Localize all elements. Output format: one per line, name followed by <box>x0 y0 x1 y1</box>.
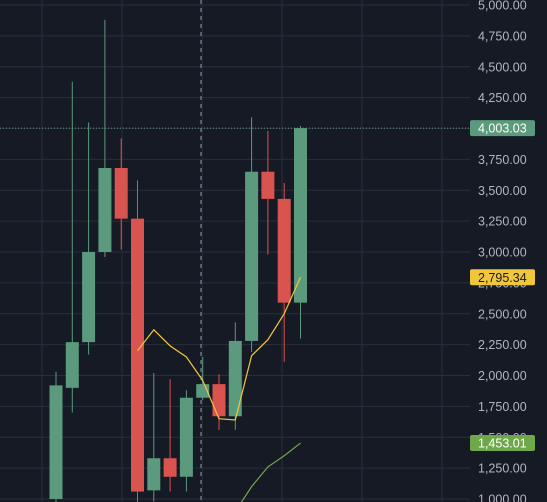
y-axis-tick-label: 1,250.00 <box>478 462 527 476</box>
candle-up <box>228 322 242 430</box>
candle-body <box>98 168 112 252</box>
y-axis-tick-label: 3,500.00 <box>478 184 527 198</box>
candle-body <box>212 384 226 417</box>
price-tag-background <box>470 120 535 137</box>
candle-body <box>277 198 291 303</box>
candle-down <box>261 130 275 255</box>
candle-down <box>131 180 144 502</box>
candle-up <box>294 126 307 339</box>
y-axis-tick-label: 3,250.00 <box>478 215 527 229</box>
price-tag: 1,453.01 <box>470 435 535 452</box>
price-tags: 4,003.03 2,795.34 1,453.01 <box>470 120 535 452</box>
candle-body <box>147 458 161 491</box>
candle-body <box>82 252 96 343</box>
candle-up <box>49 371 63 502</box>
y-axis-tick-label: 4,750.00 <box>478 29 527 43</box>
y-axis-tick-label: 2,500.00 <box>478 307 527 321</box>
candle-down <box>277 182 291 362</box>
candle-up <box>82 122 96 355</box>
candle-body <box>261 171 275 199</box>
candle-body <box>228 340 242 417</box>
candle-body <box>179 397 193 477</box>
candle-up <box>98 19 112 257</box>
y-axis-tick-label: 3,750.00 <box>478 153 527 167</box>
y-axis-tick-label: 2,250.00 <box>478 338 527 352</box>
vertical-grid <box>41 0 443 502</box>
y-axis-tick-label: 1,000.00 <box>478 493 527 502</box>
candle-body <box>294 128 307 303</box>
candle-body <box>114 168 128 219</box>
y-axis-tick-label: 4,250.00 <box>478 91 527 105</box>
candle-body <box>245 171 259 341</box>
candle-body <box>163 458 177 477</box>
moving-average-line-yellow <box>137 277 302 421</box>
moving-average-line-green <box>240 442 301 502</box>
candle-down <box>114 138 128 250</box>
price-tag-label: 2,795.34 <box>478 271 527 285</box>
candle-body <box>131 218 144 492</box>
price-tag-background <box>470 269 535 286</box>
candle-body <box>49 385 63 499</box>
candle-up <box>65 81 79 413</box>
y-axis-tick-label: 3,000.00 <box>478 246 527 260</box>
price-tag: 4,003.03 <box>470 120 535 137</box>
y-axis-tick-label: 1,750.00 <box>478 400 527 414</box>
price-tag-background <box>470 435 535 452</box>
candle-down <box>212 374 226 430</box>
candle-down <box>163 379 177 492</box>
candle-body <box>65 342 79 388</box>
y-axis-tick-label: 4,500.00 <box>478 60 527 74</box>
price-tag: 2,795.34 <box>470 269 535 286</box>
candle-up <box>245 117 259 353</box>
price-tag-label: 1,453.01 <box>478 437 527 451</box>
y-axis-tick-label: 5,000.00 <box>478 0 527 13</box>
moving-average-lines <box>137 277 302 502</box>
candle-up <box>179 390 193 492</box>
candles-layer <box>49 19 307 502</box>
price-tag-label: 4,003.03 <box>478 122 527 136</box>
candle-up <box>147 373 161 502</box>
y-axis-tick-label: 2,000.00 <box>478 369 527 383</box>
